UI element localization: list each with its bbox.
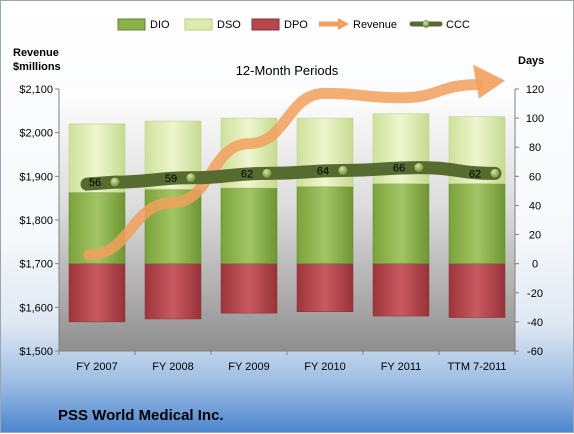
x-tick-label: FY 2007 — [76, 361, 117, 373]
x-tick-label: TTM 7-2011 — [447, 361, 506, 373]
left-tick-label: $2,000 — [19, 128, 53, 140]
ccc-point-fy-2009 — [261, 168, 273, 179]
legend-label: DSO — [217, 19, 241, 31]
ccc-point-ttm-7-2011 — [489, 168, 501, 179]
x-tick-label: FY 2010 — [304, 361, 345, 373]
ccc-data-label: 59 — [165, 173, 177, 185]
ccc-data-label: 56 — [89, 177, 101, 189]
dpo-bar-ttm-7-2011 — [448, 263, 506, 318]
x-tick-label: FY 2008 — [152, 361, 193, 373]
left-tick-label: $1,800 — [19, 215, 53, 227]
dio-bar-fy-2010 — [296, 186, 354, 264]
legend-label: CCC — [446, 19, 470, 31]
left-tick-label: $1,700 — [19, 259, 53, 271]
left-axis-title: $millions — [13, 61, 61, 73]
right-tick-label: 80 — [529, 142, 541, 154]
dio-bar-fy-2009 — [220, 187, 278, 264]
ccc-point-fy-2010 — [337, 165, 349, 176]
left-tick-label: $1,600 — [19, 302, 53, 314]
legend-item-ccc: CCC — [409, 19, 470, 31]
legend-swatch — [117, 18, 146, 31]
chart-title: 12-Month Periods — [236, 63, 339, 78]
right-tick-label: 60 — [529, 171, 541, 183]
ccc-data-label: 64 — [317, 166, 329, 178]
left-axis-title: Revenue — [13, 47, 59, 59]
left-tick-label: $1,900 — [19, 171, 53, 183]
revenue-line — [83, 79, 483, 261]
left-tick-label: $2,100 — [19, 84, 53, 96]
legend-label: DPO — [284, 19, 308, 31]
axes: $1,500 $1,600 $1,700 $1,800 $1,900 $2,000 $2,1… — [19, 84, 544, 373]
right-tick-label: -60 — [527, 346, 543, 358]
legend-item-revenue: Revenue — [319, 18, 397, 31]
right-tick-label: 20 — [529, 230, 541, 242]
ccc-data-label: 62 — [241, 168, 253, 180]
ccc-data-label: 66 — [393, 163, 405, 175]
dio-bar-fy-2011 — [372, 183, 430, 264]
right-tick-label: -20 — [527, 288, 543, 300]
legend-label: DIO — [150, 19, 170, 31]
right-tick-label: -40 — [527, 317, 543, 329]
x-tick-label: FY 2009 — [228, 361, 269, 373]
right-tick-label: 120 — [526, 84, 544, 96]
legend-item-dso: DSO — [184, 18, 241, 31]
legend-arrowhead — [338, 18, 349, 30]
dpo-bar-fy-2010 — [296, 263, 354, 312]
lines — [80, 64, 505, 261]
legend-item-dio: DIO — [117, 18, 170, 31]
ccc-data-label: 62 — [469, 168, 481, 180]
dpo-bar-fy-2009 — [220, 263, 278, 314]
legend-label: Revenue — [353, 19, 397, 31]
right-tick-label: 100 — [526, 113, 544, 125]
ccc-point-fy-2008 — [185, 172, 197, 184]
ccc-point-fy-2007 — [109, 176, 121, 188]
legend-swatch — [251, 18, 280, 31]
legend: DIO DSO DPO Revenue CCC — [117, 18, 470, 31]
legend-swatch — [184, 18, 213, 31]
right-tick-label: 0 — [532, 259, 538, 271]
dpo-bar-fy-2008 — [144, 263, 202, 320]
dpo-bar-fy-2007 — [68, 263, 126, 323]
right-tick-label: 40 — [529, 200, 541, 212]
legend-marker — [422, 20, 430, 28]
dpo-bar-fy-2011 — [372, 263, 430, 317]
labels: 56 59 62 64 66 62 — [89, 163, 481, 190]
plot-area — [59, 89, 515, 351]
x-tick-label: FY 2011 — [381, 361, 422, 373]
company-name: PSS World Medical Inc. — [58, 407, 224, 424]
ccc-point-fy-2011 — [413, 162, 425, 173]
dio-bar-ttm-7-2011 — [448, 183, 506, 264]
right-axis-title: Days — [518, 55, 544, 67]
revenue-arrowhead — [473, 64, 505, 99]
ccc-line — [80, 161, 502, 191]
left-tick-label: $1,500 — [19, 346, 53, 358]
legend-item-dpo: DPO — [251, 18, 308, 31]
